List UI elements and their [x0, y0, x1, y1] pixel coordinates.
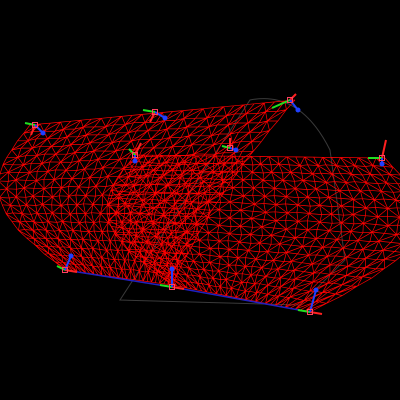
z-axis-handle[interactable] [132, 158, 138, 164]
y-axis-arrow[interactable] [56, 265, 66, 271]
control-point-gizmos[interactable] [24, 93, 387, 315]
gizmo-top-right[interactable] [271, 93, 301, 113]
control-point-handle[interactable] [227, 145, 233, 151]
mesh-triangles [106, 154, 400, 313]
y-axis-arrow[interactable] [24, 122, 36, 126]
gizmo-bottom-mid[interactable] [159, 266, 185, 290]
z-axis-handle[interactable] [40, 130, 46, 136]
y-axis-arrow[interactable] [221, 145, 231, 149]
z-axis-handle[interactable] [68, 253, 74, 259]
z-axis-handle[interactable] [313, 287, 319, 293]
z-axis-handle[interactable] [295, 107, 301, 113]
z-axis-handle[interactable] [169, 266, 175, 272]
gizmo-top-right-mid[interactable] [221, 138, 239, 153]
z-axis-handle[interactable] [379, 161, 385, 167]
mesh-shadow [119, 98, 346, 306]
gizmo-inner[interactable] [128, 142, 142, 164]
z-axis-arrow[interactable] [309, 289, 317, 313]
control-point-handle[interactable] [152, 109, 158, 115]
y-axis-arrow[interactable] [297, 309, 311, 313]
y-axis-arrow[interactable] [159, 284, 173, 288]
shadow-outline [119, 98, 346, 306]
gizmo-right[interactable] [368, 139, 387, 167]
gizmo-bottom-right[interactable] [297, 287, 323, 315]
control-point-handle[interactable] [379, 155, 385, 161]
mesh-sheet-right[interactable] [106, 154, 400, 313]
gizmo-bottom-left[interactable] [56, 253, 78, 273]
control-point-handle[interactable] [169, 284, 175, 290]
control-point-handle[interactable] [62, 267, 68, 273]
z-axis-handle[interactable] [162, 115, 168, 121]
z-axis-handle[interactable] [233, 147, 239, 153]
control-point-handle[interactable] [132, 152, 138, 158]
control-point-handle[interactable] [307, 309, 313, 315]
gizmo-top-mid[interactable] [142, 109, 168, 123]
x-axis-arrow[interactable] [309, 311, 323, 315]
y-axis-arrow[interactable] [142, 109, 156, 113]
wireframe-mesh-icon[interactable] [0, 99, 400, 313]
x-axis-arrow[interactable] [149, 111, 156, 123]
x-axis-arrow[interactable] [30, 124, 36, 136]
control-point-handle[interactable] [287, 97, 293, 103]
gizmo-top-left[interactable] [24, 122, 46, 136]
control-point-handle[interactable] [32, 122, 38, 128]
